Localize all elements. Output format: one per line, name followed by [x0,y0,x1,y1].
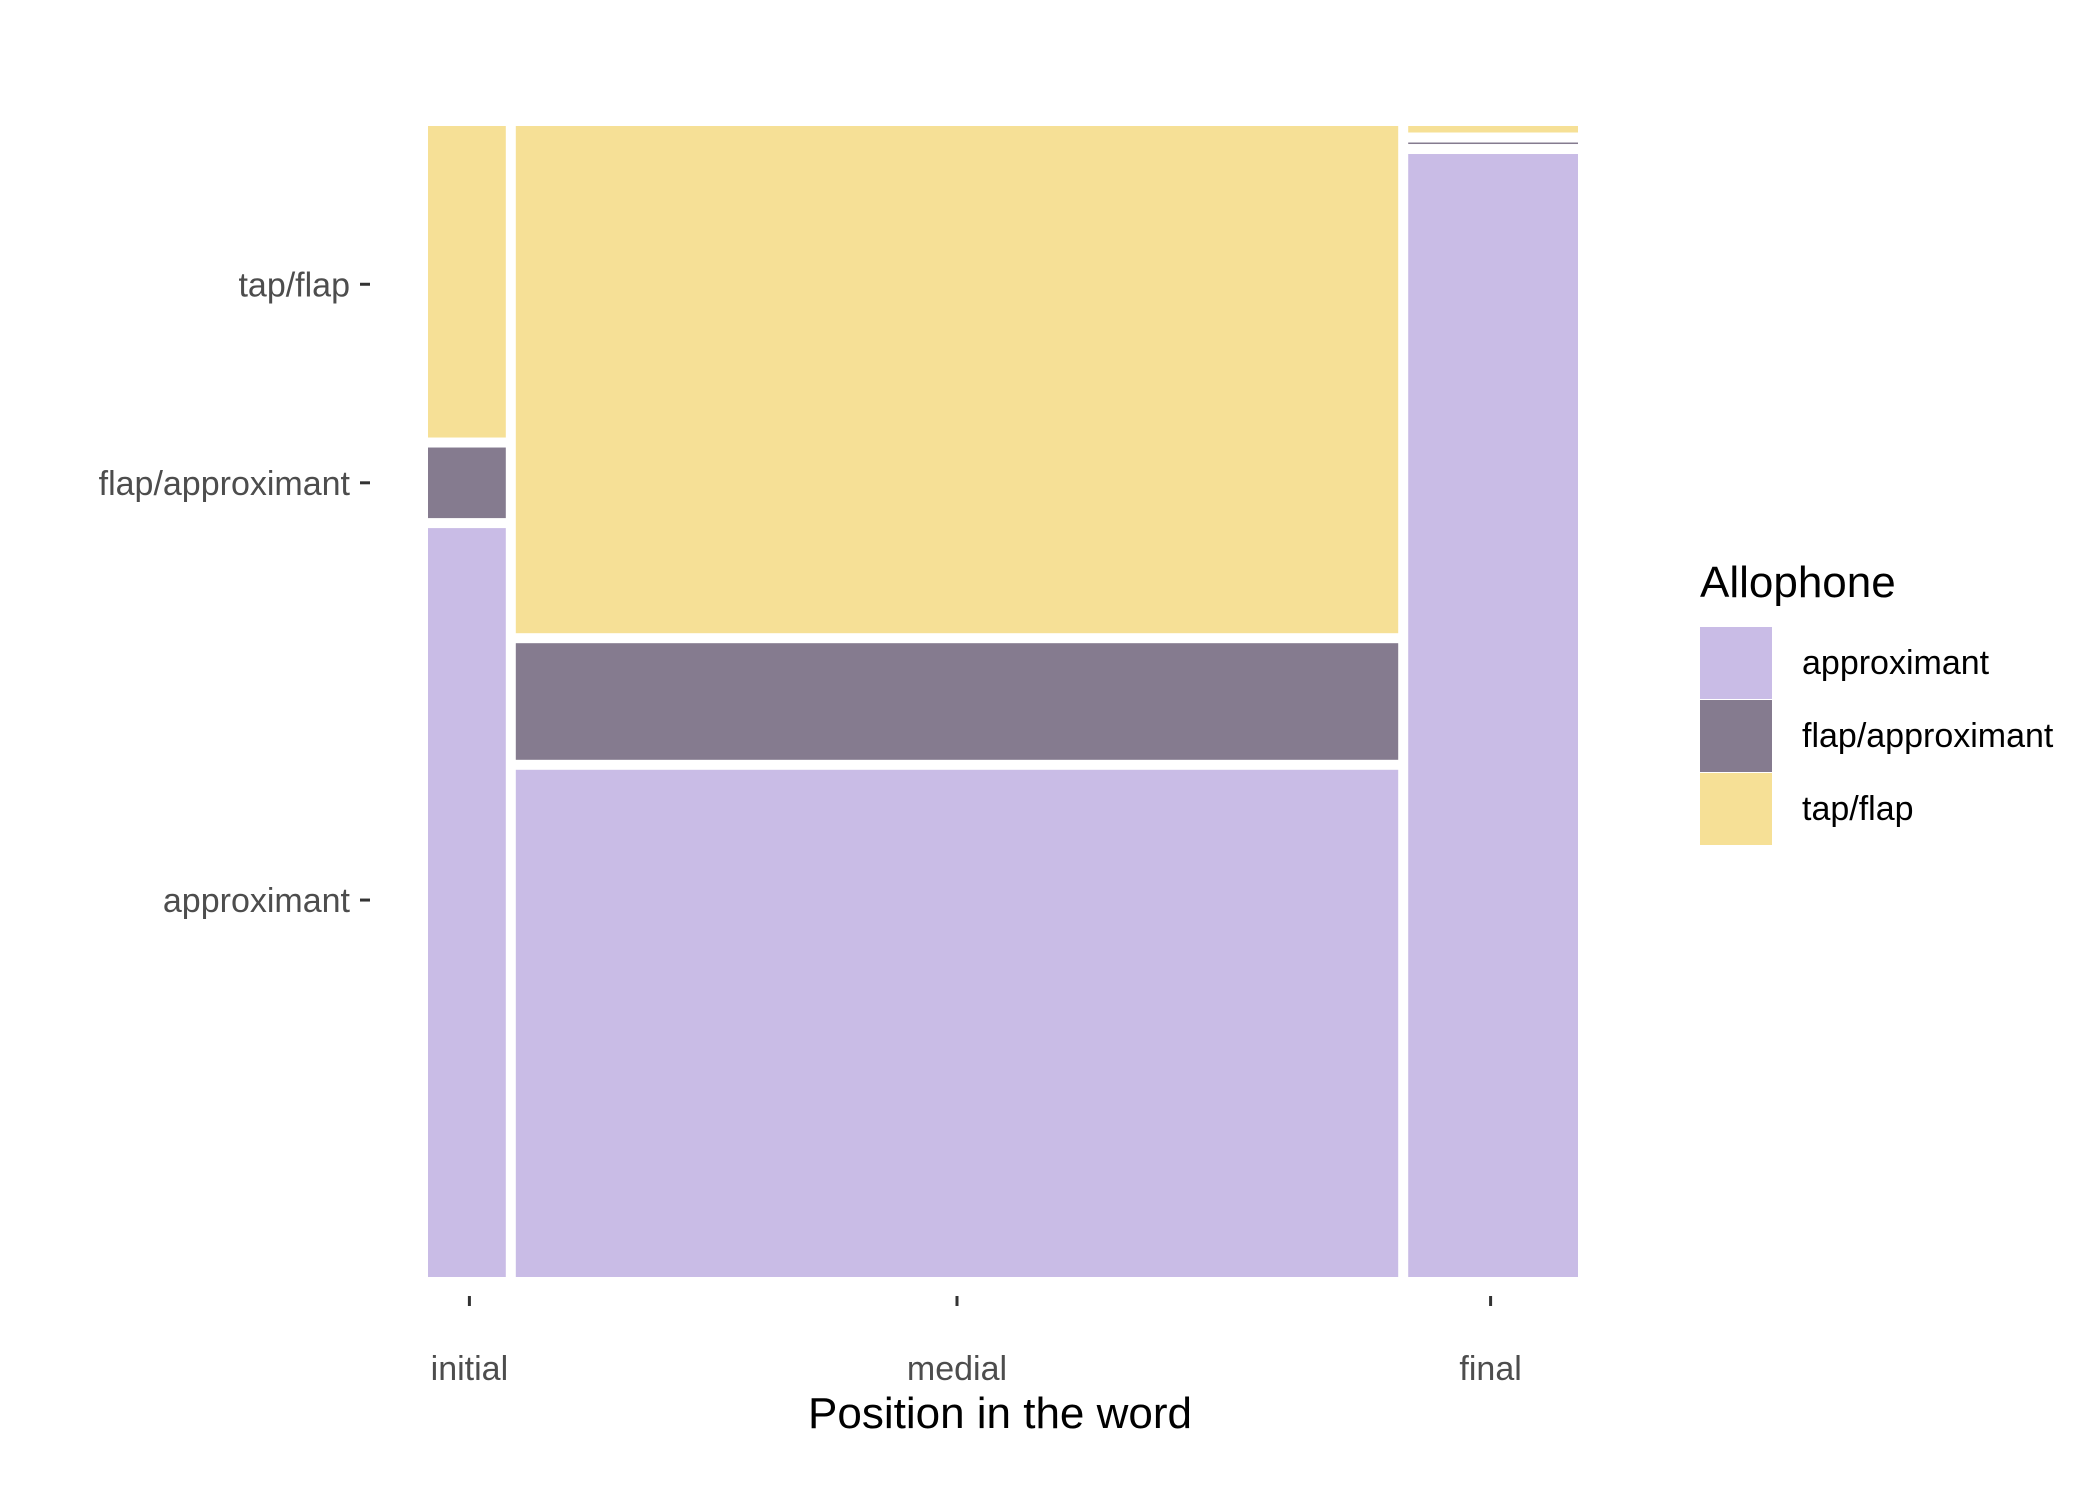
x-axis-title: Position in the word [808,1389,1192,1438]
legend-label-flap-approximant: flap/approximant [1802,717,2054,755]
y-tick-label-flap-approximant: flap/approximant [99,465,351,503]
y-tick-label-tap-flap: tap/flap [238,266,350,304]
legend-swatch-flap-approximant [1700,700,1772,772]
x-tick-label-initial: initial [431,1350,508,1388]
tile-final-flap-approximant [1408,142,1578,145]
legend-label-approximant: approximant [1802,644,1990,682]
legend: Allophone approximant flap/approximant tap… [1700,558,2054,845]
legend-label-tap-flap: tap/flap [1802,790,1914,828]
tile-final-tap-flap [1408,126,1578,133]
x-tick-label-medial: medial [907,1350,1007,1388]
tile-medial-tap-flap [515,126,1399,634]
tile-initial-approximant [428,528,506,1277]
tile-final-approximant [1408,154,1578,1277]
y-axis: approximant flap/approximant tap/flap [99,266,370,920]
tile-medial-flap-approximant [515,643,1399,760]
y-tick-label-approximant: approximant [163,882,351,920]
x-axis: initial medial final [431,1296,1522,1388]
tile-medial-approximant [515,769,1399,1277]
legend-title: Allophone [1700,558,1896,607]
tile-initial-flap-approximant [428,447,506,519]
mosaic-tiles [428,126,1578,1277]
legend-swatch-tap-flap [1700,773,1772,845]
legend-swatch-approximant [1700,627,1772,699]
tile-initial-tap-flap [428,126,506,438]
x-tick-label-final: final [1459,1350,1521,1388]
